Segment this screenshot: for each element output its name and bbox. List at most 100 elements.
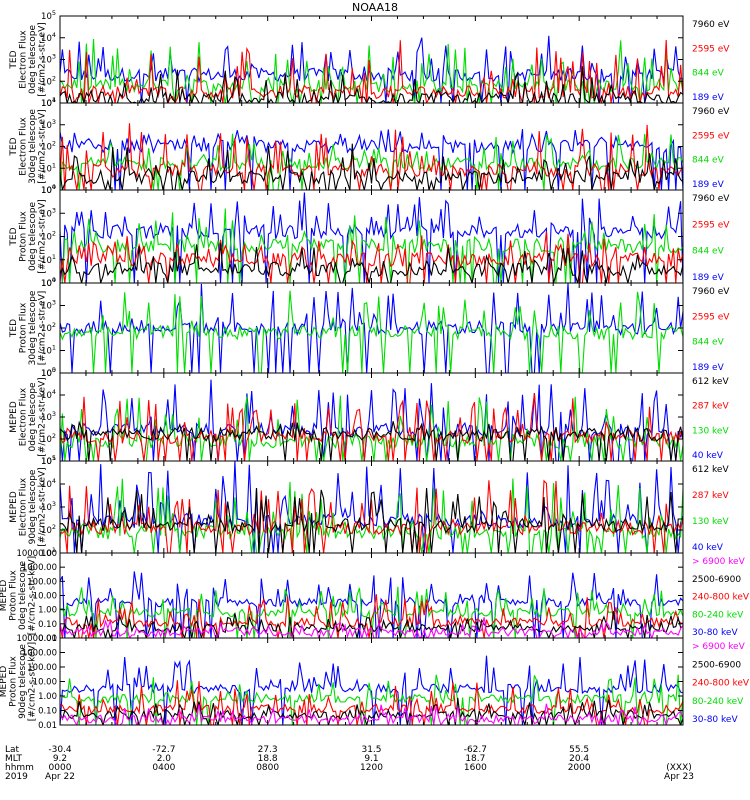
y-axis-label-line: Proton Flux [9, 656, 19, 707]
y-axis-label-line: MEPED [0, 580, 9, 612]
y-axis-label: TED Electron Flux 0deg telescope [#/cm2-s-s… [9, 22, 48, 97]
y-tick-label: 1000.00 [22, 563, 57, 573]
y-axis-label: TED Electron Flux 30deg telescope [#/cm2-s-… [9, 109, 48, 184]
y-axis-label-line: Electron Flux [19, 30, 29, 89]
series-line-844-ev [60, 208, 683, 283]
legend-entry: 189 eV [692, 273, 725, 283]
y-axis-label-line: MEPED [9, 401, 19, 433]
ephemeris-row-label: MLT [5, 754, 23, 764]
y-axis-label-line: Electron Flux [19, 477, 29, 536]
y-axis-label-line: [#/cm2-s-str-eV] [38, 109, 48, 184]
ephemeris-value: 0000 [49, 763, 72, 773]
series-line-240-800-kev [60, 680, 683, 725]
y-axis-label: TED Proton Flux 30deg telescope [#/cm2-s-st… [9, 290, 48, 365]
y-tick-label: 100.00 [27, 663, 57, 673]
ephemeris-value: -30.4 [48, 745, 72, 755]
y-tick-label: 1.00 [38, 606, 57, 616]
panel-7-series [60, 571, 683, 638]
series-line-240-800-kev [60, 594, 683, 638]
figure-title: NOAA18 [352, 1, 398, 14]
ephemeris-value: -72.7 [152, 745, 175, 755]
ephemeris-value: 9.1 [364, 754, 378, 764]
y-axis-label-line: [#/cm2-s-str-eV] [38, 199, 48, 274]
legend-entry: 240-800 keV [692, 679, 750, 689]
y-axis-label-line: [#/cm2-s-str-keV] [28, 642, 38, 721]
legend-entry: 80-240 keV [692, 610, 744, 620]
y-axis-label-line: Electron Flux [19, 117, 29, 176]
ephemeris-value: Apr 22 [45, 772, 75, 782]
y-axis-label: MEPED Proton Flux 0deg telescope [#/cm2-s-s… [0, 556, 38, 635]
series-line-287-kev [60, 393, 683, 461]
y-axis-label-line: MEPED [0, 666, 9, 698]
legend-entry: 189 eV [692, 363, 725, 373]
panel-2-series [60, 123, 683, 190]
y-tick-label: 0.10 [38, 620, 57, 630]
y-tick-label: 0.01 [38, 721, 57, 731]
ephemeris-value: Apr 23 [664, 772, 694, 782]
series-line-189-ev [60, 129, 683, 190]
y-tick-label: 0.01 [38, 634, 57, 644]
ephemeris-value: 18.8 [258, 754, 278, 764]
y-axis-label-line: TED [9, 227, 19, 246]
series-line-189-ev [60, 192, 683, 283]
y-axis-label-line: [#/cm2-s-str-eV] [38, 22, 48, 97]
legend-entry: 844 eV [692, 156, 725, 166]
legend-entry: 2500-6900 [692, 575, 741, 585]
y-axis-label: TED Proton Flux 0deg telescope [#/cm2-s-str… [9, 199, 48, 274]
series-line-2500-6900 [60, 697, 683, 725]
legend-entry: 240-800 keV [692, 593, 750, 603]
ephemeris-value: 20.4 [569, 754, 589, 764]
y-axis-label-line: 30deg telescope [28, 290, 38, 365]
ephemeris-row-label: 2019 [5, 772, 28, 782]
ephemeris-value: 9.2 [53, 754, 67, 764]
y-axis-label-line: TED [9, 319, 19, 338]
y-tick-label: 1.00 [38, 692, 57, 702]
legend-entry: 189 eV [692, 93, 725, 103]
y-axis-label-line: Proton Flux [19, 211, 29, 262]
y-axis-label: MEPED Electron Flux 0deg telescope [#/cm2-s… [9, 377, 48, 456]
ephemeris-value: 1200 [360, 763, 383, 773]
ephemeris-value: 2000 [568, 763, 591, 773]
legend-entry: 2595 eV [692, 131, 730, 141]
y-tick-label: 0.10 [38, 707, 57, 717]
y-axis-label-line: Proton Flux [9, 570, 19, 621]
legend-entry: 40 keV [692, 543, 724, 553]
series-line-80-240-kev [60, 674, 683, 725]
series-line--6900-kev [60, 617, 683, 638]
y-tick-label: 10000.00 [16, 634, 57, 644]
y-axis-label-line: TED [9, 137, 19, 156]
y-axis-label-line: [#/cm2-s-str-eV] [38, 291, 48, 366]
series-line-844-ev [60, 290, 683, 373]
y-axis-label-line: TED [9, 50, 19, 69]
series-line-612-kev [60, 487, 683, 553]
y-tick-label: 10000.00 [16, 549, 57, 559]
legend-entry: 30-80 keV [692, 715, 738, 725]
legend-entry: 612 keV [692, 465, 729, 475]
y-axis-label-line: 0deg telescope [28, 202, 38, 272]
legend-entry: 130 keV [692, 517, 729, 527]
ephemeris-value: 31.5 [361, 745, 381, 755]
panel-7: 0.010.101.0010.00100.001000.0010000.00ME… [0, 549, 750, 644]
series-line-189-ev [60, 283, 683, 373]
legend-entry: > 6900 keV [692, 557, 746, 567]
y-tick-label: 10.00 [33, 678, 57, 688]
ephemeris-row-label: hhmm [5, 763, 34, 773]
y-tick-label: 104 [41, 96, 56, 109]
y-axis-label-line: Proton Flux [19, 302, 29, 353]
ephemeris-value: 0800 [256, 763, 279, 773]
y-tick-label: 10.00 [33, 592, 57, 602]
y-axis-label-line: 90deg telescope [28, 469, 38, 544]
y-axis-label-line: 0deg telescope [18, 561, 28, 631]
y-axis-label-line: Electron Flux [19, 387, 29, 446]
y-tick-label: 105 [41, 366, 56, 379]
series-line-612-kev [60, 420, 683, 461]
series-line-7960-ev [60, 243, 683, 283]
ephemeris-value: 18.7 [465, 754, 485, 764]
legend-entry: 844 eV [692, 247, 725, 257]
ephemeris-value: 0400 [152, 763, 175, 773]
